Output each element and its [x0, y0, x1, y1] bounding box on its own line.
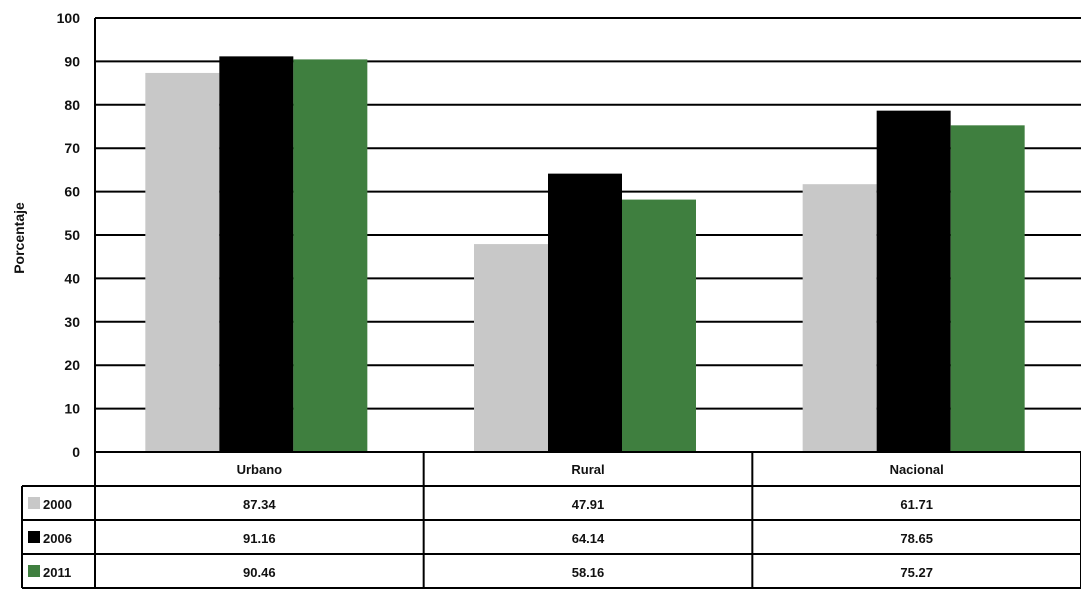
- bar-2006-nacional: [876, 110, 951, 452]
- data-label: 75.27: [900, 565, 933, 580]
- legend-label: 2006: [43, 531, 72, 546]
- legend-swatch-2000: [28, 497, 40, 509]
- y-axis-label: Porcentaje: [11, 202, 27, 274]
- y-tick-label: 90: [64, 53, 80, 69]
- legend-label: 2000: [43, 497, 72, 512]
- data-label: 87.34: [243, 497, 276, 512]
- bars: [145, 56, 1025, 453]
- y-tick-label: 70: [64, 140, 80, 156]
- x-tick-label: Nacional: [890, 462, 944, 477]
- bar-2000-urbano: [145, 72, 220, 452]
- y-tick-label: 20: [64, 357, 80, 373]
- data-label: 64.14: [572, 531, 605, 546]
- y-tick-label: 0: [72, 444, 80, 460]
- y-tick-label: 100: [57, 10, 81, 26]
- data-label: 47.91: [572, 497, 605, 512]
- data-label: 58.16: [572, 565, 605, 580]
- y-tick-label: 40: [64, 270, 80, 286]
- data-table: Urbano Rural Nacional 2000 87.34 47.91 61.71 20…: [21, 451, 1081, 589]
- y-tick-label: 10: [64, 401, 80, 417]
- bar-2011-nacional: [950, 125, 1025, 453]
- bar-2006-urbano: [219, 56, 294, 452]
- data-label: 78.65: [900, 531, 933, 546]
- y-tick-label: 50: [64, 227, 80, 243]
- legend-swatch-2011: [28, 565, 40, 577]
- y-tick-label: 60: [64, 184, 80, 200]
- bar-2011-rural: [622, 199, 696, 452]
- bar-2011-urbano: [293, 59, 368, 453]
- bar-2000-rural: [474, 244, 548, 452]
- legend-label: 2011: [43, 565, 71, 580]
- legend-swatch-2006: [28, 531, 40, 543]
- x-tick-label: Rural: [571, 462, 604, 477]
- bar-2000-nacional: [802, 184, 877, 453]
- y-tick-label: 80: [64, 97, 80, 113]
- y-axis: 0 10 20 30 40 50 60 70 80 90 100: [57, 10, 96, 460]
- data-label: 90.46: [243, 565, 276, 580]
- bar-2006-rural: [548, 173, 622, 453]
- data-label: 61.71: [900, 497, 933, 512]
- y-tick-label: 30: [64, 314, 80, 330]
- data-label: 91.16: [243, 531, 276, 546]
- x-tick-label: Urbano: [237, 462, 283, 477]
